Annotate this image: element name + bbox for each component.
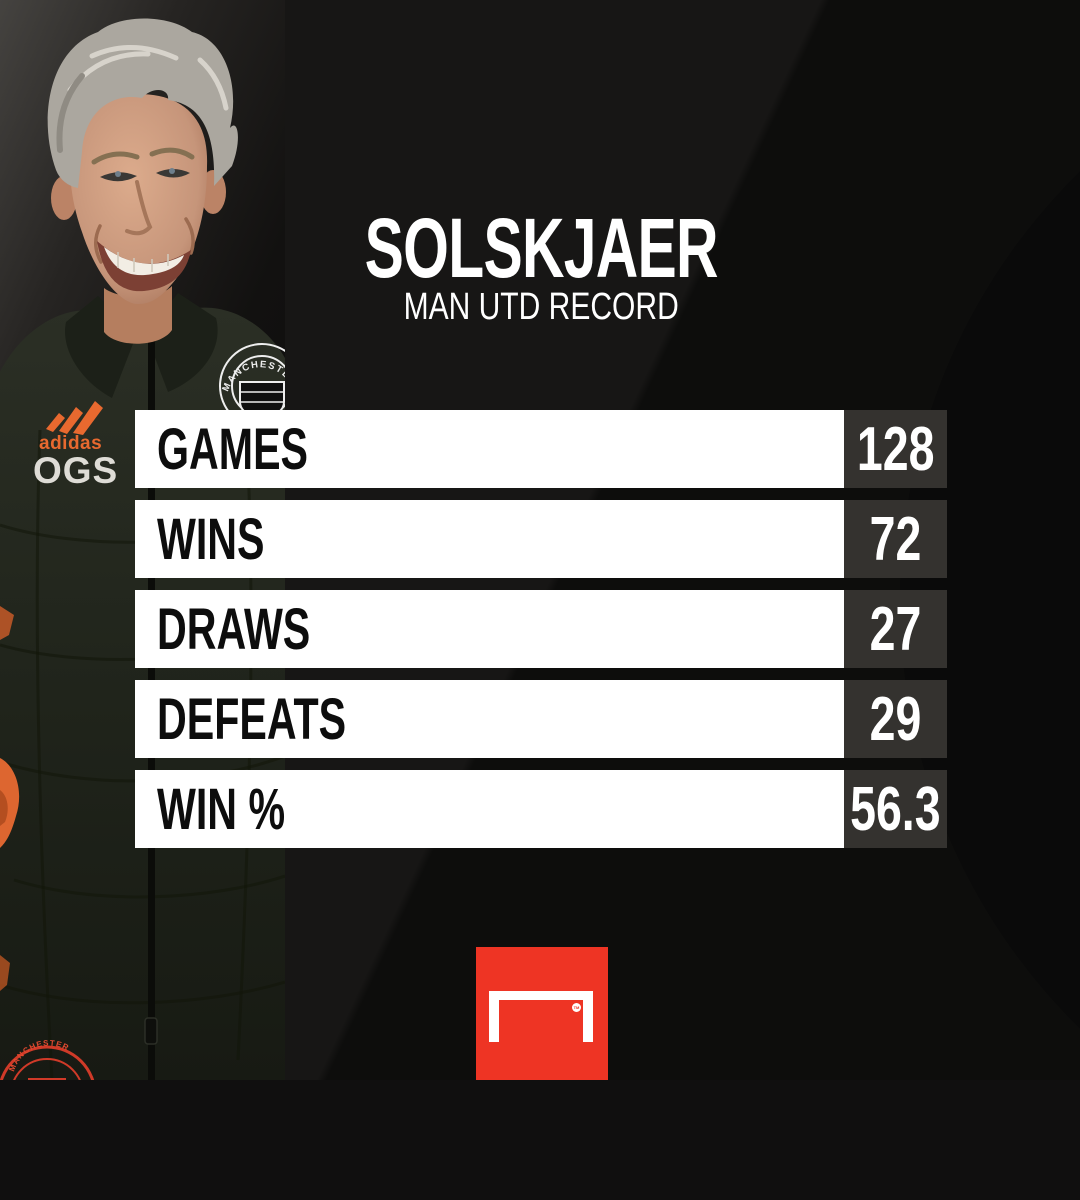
- trademark-badge: TM: [572, 1003, 581, 1012]
- eyebrows: [91, 151, 140, 165]
- stat-value: 27: [844, 590, 947, 668]
- stat-label: DRAWS: [135, 590, 844, 668]
- adidas-wordmark: adidas: [39, 433, 102, 454]
- page-subtitle: MAN UTD RECORD: [403, 286, 679, 328]
- face: [51, 94, 226, 304]
- stat-label: DEFEATS: [135, 680, 844, 758]
- goal-post-icon: [489, 991, 593, 1042]
- stat-value: 128: [844, 410, 947, 488]
- adidas-logo: adidas: [39, 401, 103, 454]
- table-row: WINS 72: [135, 500, 947, 578]
- table-row: GAMES 128: [135, 410, 947, 488]
- orange-glove: [0, 606, 20, 991]
- stat-label: WINS: [135, 500, 844, 578]
- stat-value: 72: [844, 500, 947, 578]
- smile: [97, 241, 191, 292]
- stat-label: WIN %: [135, 770, 844, 848]
- page-title: SOLSKJAER: [364, 201, 718, 295]
- goal-logo: TM: [476, 947, 608, 1080]
- stat-value: 29: [844, 680, 947, 758]
- neck: [104, 286, 172, 344]
- stat-label: GAMES: [135, 410, 844, 488]
- hair: [47, 18, 238, 188]
- stats-table: GAMES 128 WINS 72 DRAWS 27 DEFEATS 29 WI…: [135, 410, 947, 860]
- nose: [125, 180, 153, 236]
- table-row: DRAWS 27: [135, 590, 947, 668]
- header: SOLSKJAER MAN UTD RECORD: [135, 206, 947, 326]
- eyes: [100, 168, 190, 182]
- stat-value: 56.3: [844, 770, 947, 848]
- table-row: DEFEATS 29: [135, 680, 947, 758]
- ogs-initials: OGS: [33, 450, 118, 491]
- table-row: WIN % 56.3: [135, 770, 947, 848]
